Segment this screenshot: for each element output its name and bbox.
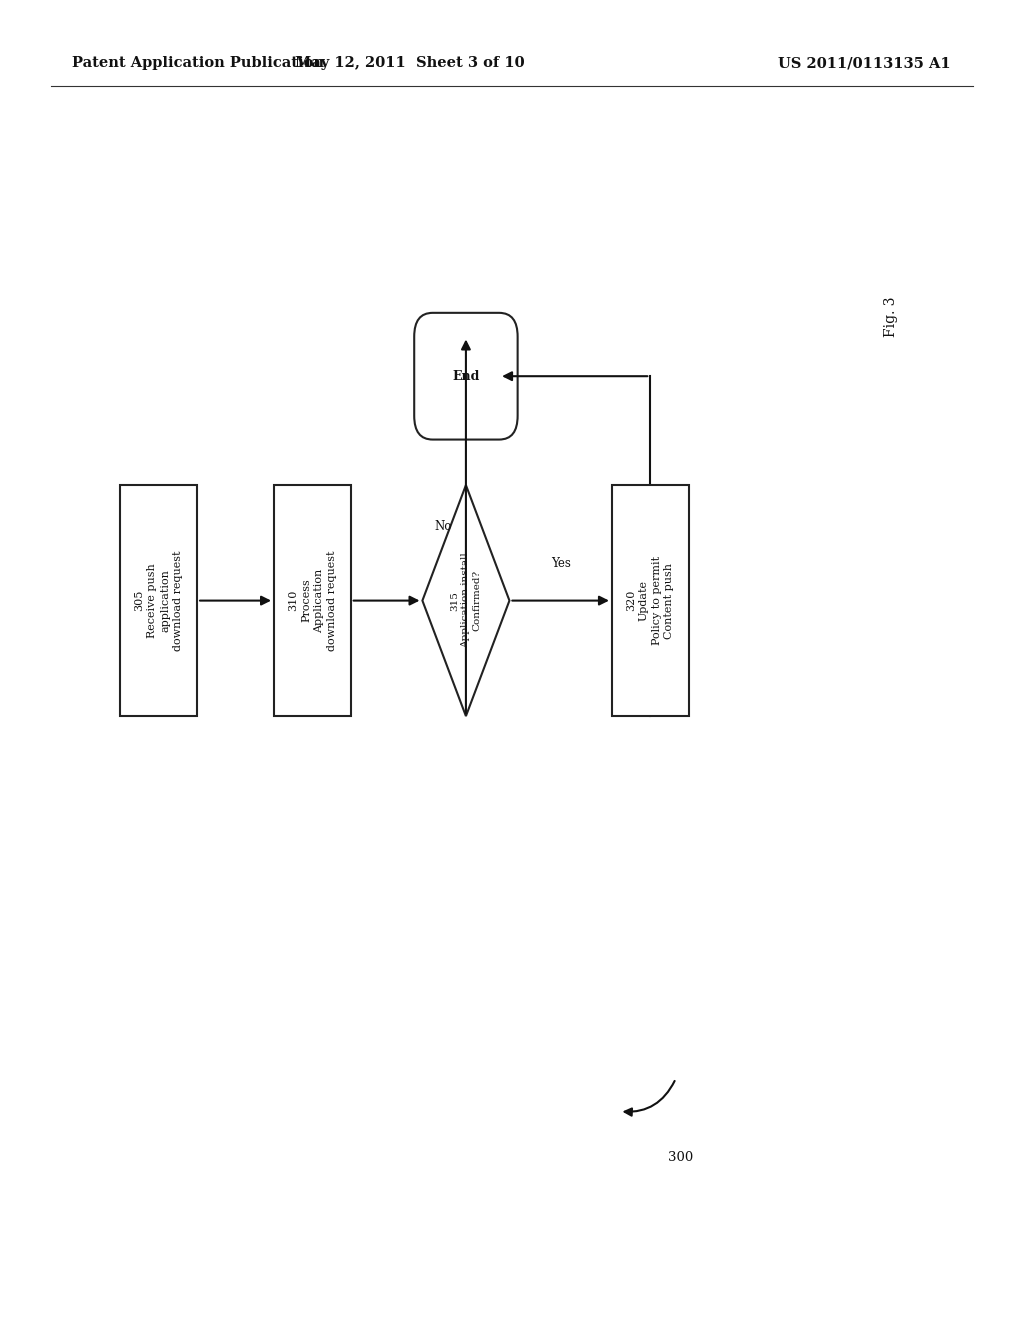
FancyBboxPatch shape [612,484,688,715]
Text: 310
Process
Application
download request: 310 Process Application download request [288,550,337,651]
Text: US 2011/0113135 A1: US 2011/0113135 A1 [778,57,951,70]
Text: End: End [453,370,479,383]
Text: 320
Update
Policy to permit
Content push: 320 Update Policy to permit Content push [626,556,675,645]
Text: 300: 300 [669,1151,693,1164]
Text: Fig. 3: Fig. 3 [884,297,898,337]
Text: Patent Application Publication: Patent Application Publication [72,57,324,70]
Text: Yes: Yes [551,557,570,570]
FancyBboxPatch shape [121,484,197,715]
Text: 315
Application install
Confirmed?: 315 Application install Confirmed? [451,553,481,648]
Text: May 12, 2011  Sheet 3 of 10: May 12, 2011 Sheet 3 of 10 [295,57,524,70]
Polygon shape [423,484,510,715]
FancyBboxPatch shape [414,313,517,440]
FancyBboxPatch shape [274,484,350,715]
Text: 305
Receive push
application
download request: 305 Receive push application download re… [134,550,183,651]
Text: No: No [435,520,452,533]
